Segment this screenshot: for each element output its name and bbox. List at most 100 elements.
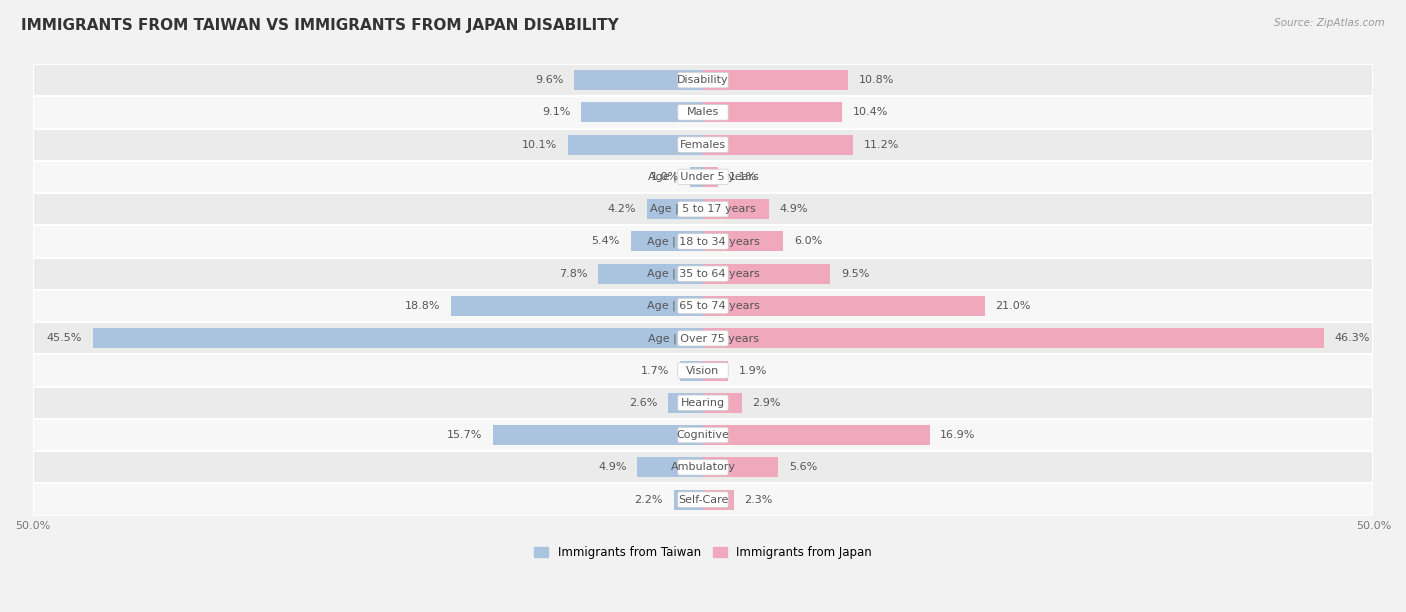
Text: Males: Males (688, 107, 718, 118)
Text: Self-Care: Self-Care (678, 494, 728, 505)
Text: 2.6%: 2.6% (628, 398, 658, 408)
Bar (32, 225, 1374, 258)
Bar (703, 328, 1324, 348)
Bar (32, 64, 1374, 96)
Bar (32, 161, 1374, 193)
Text: Vision: Vision (686, 365, 720, 376)
Bar (703, 102, 842, 122)
Bar (599, 264, 703, 284)
Bar (703, 70, 848, 90)
FancyBboxPatch shape (678, 266, 728, 282)
Bar (703, 264, 831, 284)
Text: Disability: Disability (678, 75, 728, 85)
Bar (703, 167, 717, 187)
Text: 4.9%: 4.9% (598, 462, 627, 472)
FancyBboxPatch shape (678, 137, 728, 152)
Text: 9.1%: 9.1% (541, 107, 571, 118)
FancyBboxPatch shape (678, 427, 728, 443)
Bar (681, 360, 703, 381)
Bar (32, 129, 1374, 161)
Text: Ambulatory: Ambulatory (671, 462, 735, 472)
Bar (568, 135, 703, 155)
Text: 10.8%: 10.8% (859, 75, 894, 85)
FancyBboxPatch shape (678, 492, 728, 507)
Bar (703, 199, 769, 219)
Text: 1.1%: 1.1% (728, 172, 756, 182)
Bar (492, 425, 703, 445)
Bar (451, 296, 703, 316)
Bar (32, 451, 1374, 483)
Bar (668, 393, 703, 413)
Text: 6.0%: 6.0% (794, 236, 823, 247)
Text: Cognitive: Cognitive (676, 430, 730, 440)
Bar (703, 231, 783, 252)
Bar (703, 360, 728, 381)
Text: 9.6%: 9.6% (536, 75, 564, 85)
Text: 16.9%: 16.9% (941, 430, 976, 440)
Text: 10.1%: 10.1% (522, 140, 557, 150)
Text: 7.8%: 7.8% (560, 269, 588, 278)
FancyBboxPatch shape (678, 234, 728, 249)
FancyBboxPatch shape (678, 395, 728, 411)
Bar (32, 290, 1374, 322)
Text: 18.8%: 18.8% (405, 301, 440, 311)
Bar (647, 199, 703, 219)
Text: 21.0%: 21.0% (995, 301, 1031, 311)
Bar (574, 70, 703, 90)
Text: 4.2%: 4.2% (607, 204, 636, 214)
Text: Age | 18 to 34 years: Age | 18 to 34 years (647, 236, 759, 247)
Text: 5.4%: 5.4% (592, 236, 620, 247)
FancyBboxPatch shape (678, 105, 728, 120)
Text: 11.2%: 11.2% (863, 140, 900, 150)
Text: Source: ZipAtlas.com: Source: ZipAtlas.com (1274, 18, 1385, 28)
Bar (673, 490, 703, 510)
Bar (637, 457, 703, 477)
Bar (32, 322, 1374, 354)
Text: 15.7%: 15.7% (446, 430, 482, 440)
Bar (32, 96, 1374, 129)
Text: 2.9%: 2.9% (752, 398, 782, 408)
Bar (703, 135, 853, 155)
FancyBboxPatch shape (678, 201, 728, 217)
Bar (32, 258, 1374, 290)
Bar (703, 490, 734, 510)
Text: 5.6%: 5.6% (789, 462, 817, 472)
Text: 1.0%: 1.0% (651, 172, 679, 182)
FancyBboxPatch shape (678, 298, 728, 314)
Legend: Immigrants from Taiwan, Immigrants from Japan: Immigrants from Taiwan, Immigrants from … (529, 542, 877, 564)
Bar (32, 387, 1374, 419)
Bar (32, 419, 1374, 451)
Bar (703, 457, 778, 477)
Bar (689, 167, 703, 187)
Bar (703, 425, 929, 445)
FancyBboxPatch shape (678, 460, 728, 475)
FancyBboxPatch shape (678, 363, 728, 378)
Bar (581, 102, 703, 122)
Text: Age | 35 to 64 years: Age | 35 to 64 years (647, 269, 759, 279)
Text: Age | Over 75 years: Age | Over 75 years (648, 333, 758, 343)
FancyBboxPatch shape (678, 169, 728, 185)
Text: Females: Females (681, 140, 725, 150)
Text: Age | 5 to 17 years: Age | 5 to 17 years (650, 204, 756, 214)
Text: 10.4%: 10.4% (853, 107, 889, 118)
Text: 9.5%: 9.5% (841, 269, 869, 278)
Text: 1.9%: 1.9% (740, 365, 768, 376)
FancyBboxPatch shape (678, 72, 728, 88)
Text: 46.3%: 46.3% (1334, 334, 1369, 343)
Text: 1.7%: 1.7% (641, 365, 669, 376)
Text: 2.3%: 2.3% (745, 494, 773, 505)
Bar (93, 328, 703, 348)
Bar (703, 296, 984, 316)
Text: IMMIGRANTS FROM TAIWAN VS IMMIGRANTS FROM JAPAN DISABILITY: IMMIGRANTS FROM TAIWAN VS IMMIGRANTS FRO… (21, 18, 619, 34)
Text: 45.5%: 45.5% (46, 334, 82, 343)
Text: 4.9%: 4.9% (779, 204, 808, 214)
Bar (631, 231, 703, 252)
Text: Age | 65 to 74 years: Age | 65 to 74 years (647, 300, 759, 312)
Bar (32, 483, 1374, 516)
Text: 2.2%: 2.2% (634, 494, 662, 505)
FancyBboxPatch shape (678, 330, 728, 346)
Text: Age | Under 5 years: Age | Under 5 years (648, 171, 758, 182)
Bar (703, 393, 742, 413)
Text: Hearing: Hearing (681, 398, 725, 408)
Bar (32, 193, 1374, 225)
